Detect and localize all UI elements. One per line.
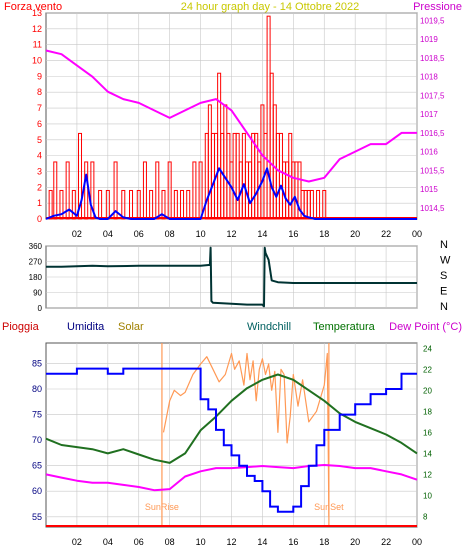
wind-y-tick-label: 10 — [32, 56, 42, 66]
temp-x-tick-label: 00 — [412, 537, 422, 547]
wind-x-tick-label: 14 — [257, 229, 267, 239]
wind-y-tick-label: 7 — [37, 103, 42, 113]
wind-y-tick-label: 3 — [37, 166, 42, 176]
pressure-y-tick-label: 1018 — [420, 73, 438, 82]
pressure-y-tick-label: 1017 — [420, 110, 438, 119]
pressure-y-tick-label: 1017,5 — [420, 91, 445, 100]
compass-label: N — [440, 301, 448, 313]
temp-y-tick-label: 20 — [423, 386, 432, 395]
temp-y-tick-label: 10 — [423, 491, 432, 500]
pressure-line — [45, 49, 417, 183]
wind-x-tick-label: 16 — [288, 229, 298, 239]
temp-y-tick-label: 24 — [423, 344, 432, 353]
winddir-line — [46, 246, 417, 308]
pressure-y-tick-label: 1014,5 — [420, 204, 445, 213]
wind-x-tick-label: 22 — [381, 229, 391, 239]
pressure-y-tick-label: 1016,5 — [420, 129, 445, 138]
wind-y-tick-label: 12 — [32, 24, 42, 34]
wind-y-tick-label: 4 — [37, 151, 42, 161]
solar-line — [162, 352, 330, 517]
wind-y-tick-label: 9 — [37, 71, 42, 81]
temp-x-tick-label: 08 — [165, 537, 175, 547]
wind-x-tick-label: 04 — [103, 229, 113, 239]
wind-x-tick-label: 12 — [226, 229, 236, 239]
solar-label: Solar — [118, 321, 144, 333]
wind-x-tick-label: 20 — [350, 229, 360, 239]
humidity-y-tick-label: 75 — [32, 410, 42, 420]
pressure-y-tick-label: 1018,5 — [420, 54, 445, 63]
compass-label: E — [440, 286, 447, 298]
temp-y-tick-label: 22 — [423, 365, 432, 374]
dewpoint-line — [45, 464, 418, 492]
temp-x-tick-label: 10 — [196, 537, 206, 547]
wind-x-tick-label: 10 — [196, 229, 206, 239]
sunrise-label: SunRise — [145, 502, 179, 512]
temp-x-tick-label: 22 — [381, 537, 391, 547]
temp-x-tick-label: 16 — [288, 537, 298, 547]
pressure-axis-label: Pressione — [413, 1, 462, 13]
pressure-y-tick-label: 1019,5 — [420, 16, 445, 25]
temp-y-tick-label: 8 — [423, 512, 428, 521]
winddir-y-tick-label: 0 — [38, 304, 43, 313]
wind-y-tick-label: 8 — [37, 87, 42, 97]
temperature-line — [45, 373, 418, 464]
temp-x-tick-label: 06 — [134, 537, 144, 547]
temperature-label: Temperatura — [313, 321, 376, 333]
humidity-y-tick-label: 55 — [32, 512, 42, 522]
winddir-y-tick-label: 180 — [29, 273, 43, 282]
wind-x-tick-label: 06 — [134, 229, 144, 239]
temp-y-tick-label: 18 — [423, 407, 432, 416]
wind-axis-label: Forza vento — [4, 1, 62, 13]
temp-x-tick-label: 18 — [319, 537, 329, 547]
pressure-y-tick-label: 1016 — [420, 148, 438, 157]
humidity-label: Umidita — [67, 321, 105, 333]
chart-title: 24 hour graph day - 14 Ottobre 2022 — [181, 1, 360, 13]
wind-x-tick-label: 08 — [165, 229, 175, 239]
temp-x-tick-label: 12 — [226, 537, 236, 547]
humidity-y-tick-label: 60 — [32, 486, 42, 496]
wind-x-tick-label: 00 — [412, 229, 422, 239]
compass-label: N — [440, 239, 448, 251]
wind-y-tick-label: 2 — [37, 182, 42, 192]
temp-x-tick-label: 04 — [103, 537, 113, 547]
humidity-y-tick-label: 80 — [32, 384, 42, 394]
pressure-y-tick-label: 1015,5 — [420, 166, 445, 175]
humidity-line — [46, 367, 417, 513]
winddir-y-tick-label: 90 — [33, 289, 42, 298]
dewpoint-label: Dew Point (°C) — [389, 321, 462, 333]
pressure-y-tick-label: 1015 — [420, 185, 438, 194]
humidity-y-tick-label: 65 — [32, 461, 42, 471]
windchill-label: Windchill — [247, 321, 291, 333]
humidity-y-tick-label: 85 — [32, 358, 42, 368]
humidity-y-tick-label: 70 — [32, 435, 42, 445]
wind-y-tick-label: 13 — [32, 8, 42, 18]
wind-y-tick-label: 0 — [37, 214, 42, 224]
compass-label: S — [440, 270, 447, 282]
pressure-y-tick-label: 1019 — [420, 35, 438, 44]
winddir-y-tick-label: 360 — [29, 242, 43, 251]
temp-y-tick-label: 16 — [423, 428, 432, 437]
wind-avg-line — [45, 167, 417, 220]
wind-y-tick-label: 11 — [33, 40, 42, 50]
wind-x-tick-label: 02 — [72, 229, 82, 239]
wind-y-tick-label: 1 — [37, 198, 42, 208]
wind-y-tick-label: 6 — [37, 119, 42, 129]
wind-x-tick-label: 18 — [319, 229, 329, 239]
wind-y-tick-label: 5 — [37, 135, 42, 145]
temp-y-tick-label: 12 — [423, 470, 432, 479]
winddir-y-tick-label: 270 — [29, 258, 43, 267]
temp-x-tick-label: 14 — [257, 537, 267, 547]
compass-label: W — [440, 255, 451, 267]
temp-x-tick-label: 02 — [72, 537, 82, 547]
temp-x-tick-label: 20 — [350, 537, 360, 547]
rain-label: Pioggia — [2, 321, 40, 333]
temp-y-tick-label: 14 — [423, 449, 432, 458]
